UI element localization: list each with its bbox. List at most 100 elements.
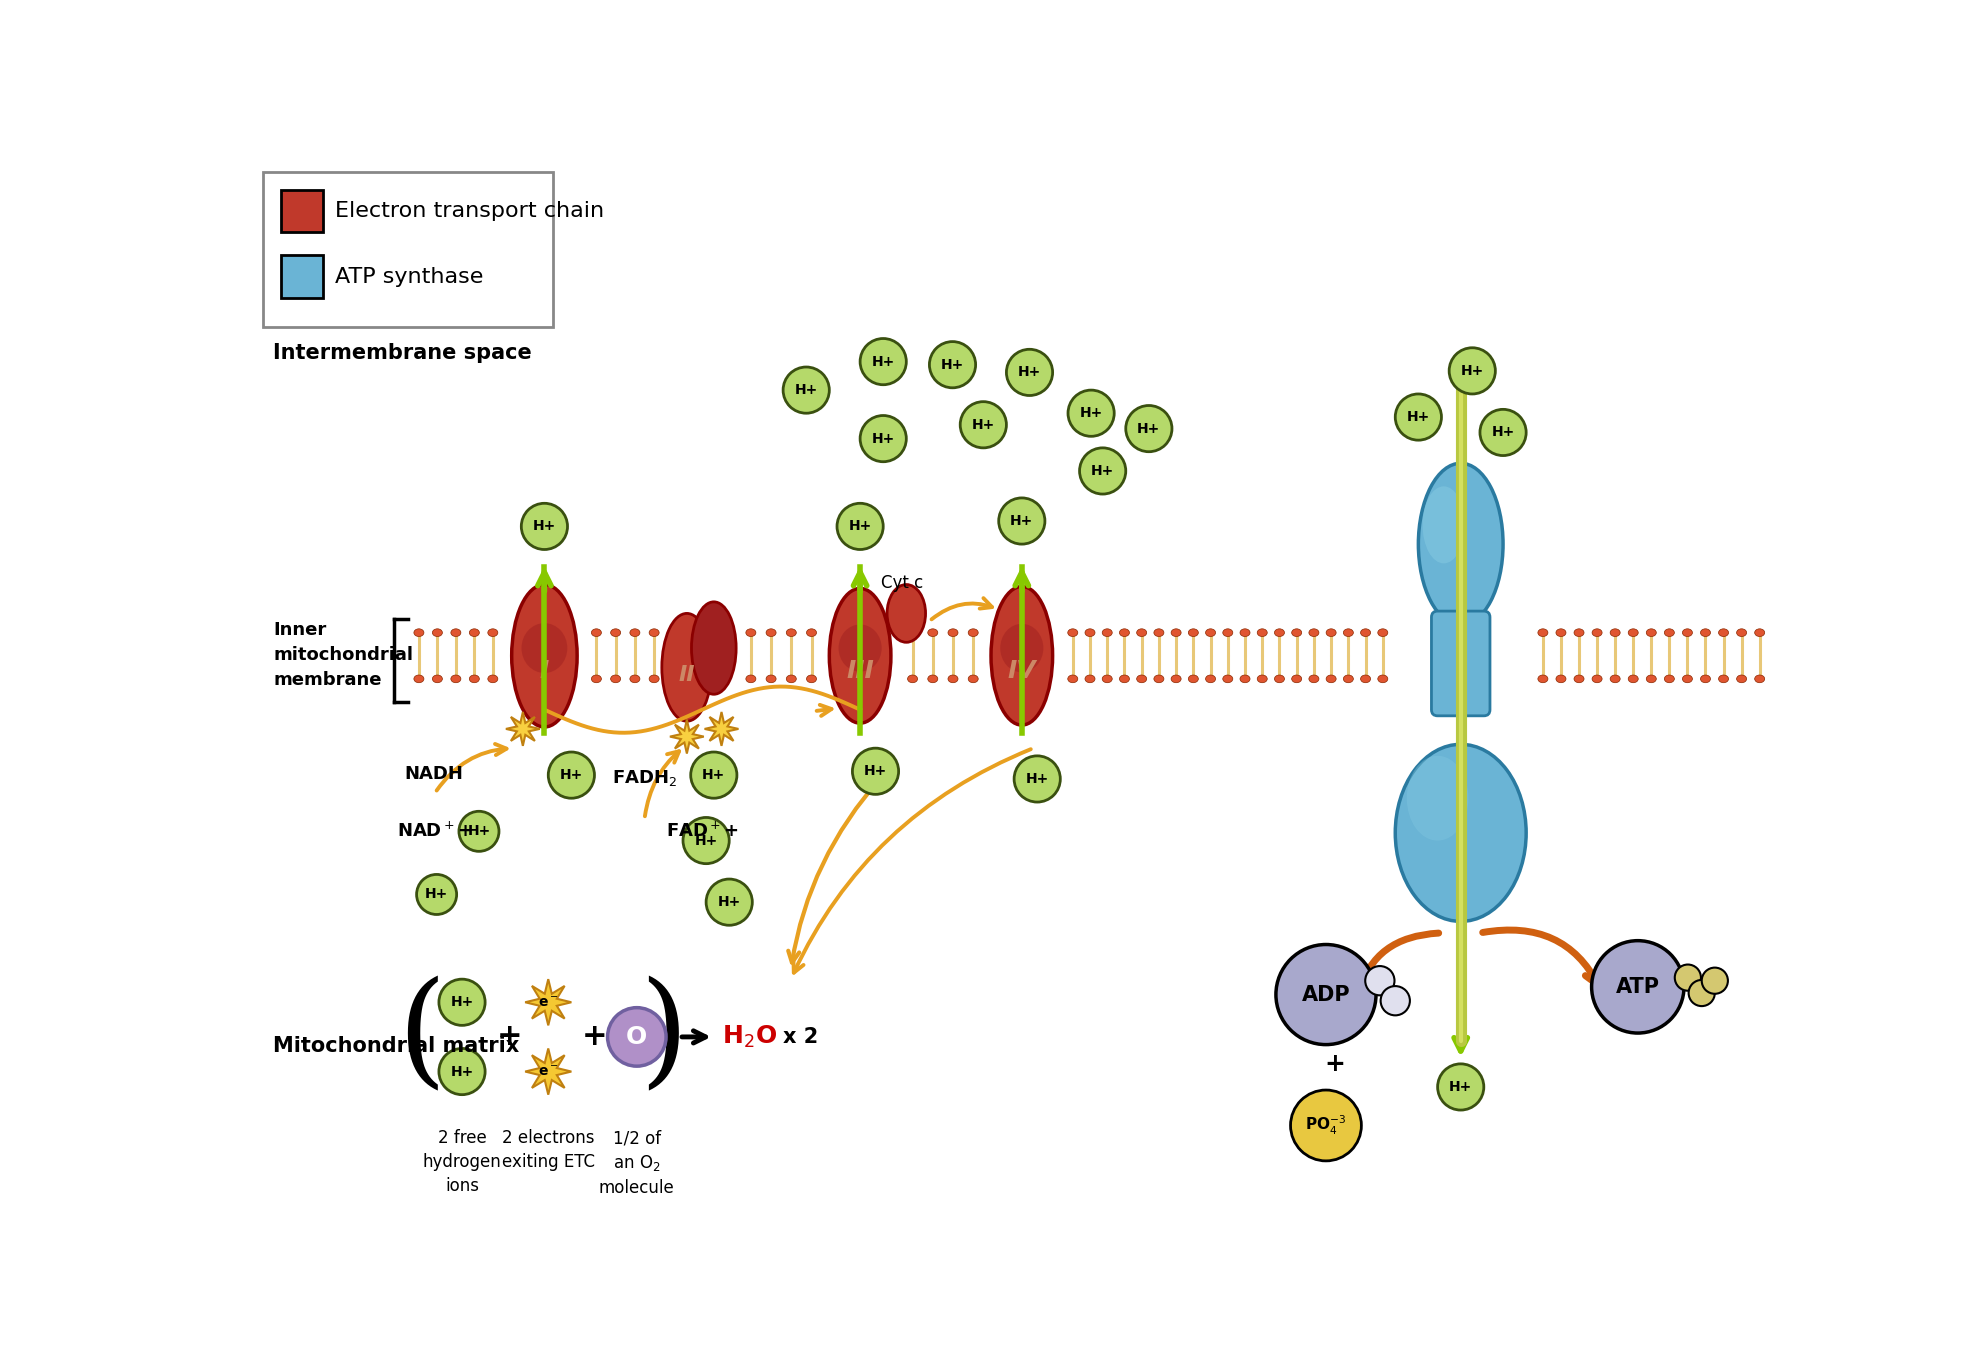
- Ellipse shape: [1422, 486, 1465, 564]
- Ellipse shape: [747, 675, 756, 683]
- Text: H+: H+: [940, 357, 964, 372]
- Text: 1/2 of
an O$_2$
molecule: 1/2 of an O$_2$ molecule: [598, 1130, 675, 1196]
- Text: H+: H+: [1450, 1080, 1471, 1095]
- Text: +: +: [1325, 1052, 1345, 1076]
- Ellipse shape: [1068, 629, 1078, 637]
- Ellipse shape: [1361, 629, 1371, 637]
- Ellipse shape: [1647, 629, 1657, 637]
- Text: (: (: [397, 976, 446, 1097]
- Circle shape: [458, 811, 500, 851]
- Ellipse shape: [806, 629, 816, 637]
- Text: ATP synthase: ATP synthase: [336, 268, 484, 287]
- Ellipse shape: [1343, 629, 1353, 637]
- Circle shape: [438, 1048, 486, 1095]
- FancyBboxPatch shape: [263, 172, 553, 327]
- Ellipse shape: [630, 675, 640, 683]
- Text: H+: H+: [533, 519, 557, 534]
- Text: III: III: [845, 659, 875, 683]
- Ellipse shape: [1084, 675, 1094, 683]
- Text: H+: H+: [972, 418, 995, 432]
- Ellipse shape: [1379, 629, 1388, 637]
- Ellipse shape: [928, 629, 938, 637]
- Ellipse shape: [766, 629, 776, 637]
- Ellipse shape: [908, 629, 918, 637]
- Ellipse shape: [1240, 629, 1250, 637]
- Ellipse shape: [1592, 675, 1602, 683]
- Ellipse shape: [1574, 629, 1584, 637]
- Text: H+: H+: [871, 432, 895, 445]
- Circle shape: [1394, 394, 1442, 440]
- Text: +: +: [498, 1023, 523, 1051]
- Text: e$^-$: e$^-$: [537, 995, 559, 1009]
- Text: H+: H+: [695, 834, 717, 847]
- Ellipse shape: [1120, 675, 1130, 683]
- Circle shape: [999, 498, 1045, 545]
- Ellipse shape: [1379, 675, 1388, 683]
- Ellipse shape: [591, 675, 602, 683]
- Ellipse shape: [488, 675, 498, 683]
- Text: H+: H+: [1138, 421, 1161, 436]
- Ellipse shape: [650, 675, 660, 683]
- Ellipse shape: [1665, 675, 1675, 683]
- Ellipse shape: [1153, 629, 1163, 637]
- Circle shape: [1013, 756, 1061, 803]
- Ellipse shape: [1539, 675, 1548, 683]
- Text: H+: H+: [703, 769, 725, 782]
- Text: H+: H+: [794, 383, 818, 397]
- Ellipse shape: [1754, 629, 1766, 637]
- Text: H$_2$O: H$_2$O: [721, 1024, 776, 1050]
- Text: H+: H+: [1080, 406, 1102, 420]
- Ellipse shape: [1394, 744, 1527, 922]
- Ellipse shape: [830, 588, 891, 722]
- Circle shape: [608, 1008, 666, 1066]
- Ellipse shape: [948, 675, 958, 683]
- Ellipse shape: [1309, 675, 1319, 683]
- Text: H+: H+: [450, 1065, 474, 1078]
- Circle shape: [960, 402, 1007, 448]
- Circle shape: [1689, 980, 1714, 1006]
- Text: H+: H+: [425, 888, 448, 902]
- Circle shape: [1068, 390, 1114, 436]
- Ellipse shape: [630, 629, 640, 637]
- Ellipse shape: [1171, 675, 1181, 683]
- Circle shape: [1381, 986, 1410, 1016]
- Ellipse shape: [1539, 629, 1548, 637]
- Ellipse shape: [1700, 629, 1710, 637]
- Ellipse shape: [928, 675, 938, 683]
- Ellipse shape: [470, 675, 480, 683]
- Ellipse shape: [415, 629, 425, 637]
- Ellipse shape: [433, 675, 442, 683]
- Ellipse shape: [1627, 629, 1637, 637]
- Ellipse shape: [1736, 675, 1746, 683]
- Ellipse shape: [1138, 675, 1147, 683]
- Ellipse shape: [1274, 629, 1284, 637]
- Text: NAD$^+$+: NAD$^+$+: [397, 822, 472, 841]
- Text: 2 free
hydrogen
ions: 2 free hydrogen ions: [423, 1130, 502, 1195]
- Ellipse shape: [1683, 675, 1693, 683]
- Ellipse shape: [1153, 675, 1163, 683]
- Ellipse shape: [968, 675, 978, 683]
- Polygon shape: [670, 720, 703, 754]
- Text: H+: H+: [450, 995, 474, 1009]
- Ellipse shape: [470, 629, 480, 637]
- Circle shape: [1080, 448, 1126, 494]
- Text: H+: H+: [1491, 425, 1515, 440]
- Circle shape: [683, 818, 729, 864]
- Ellipse shape: [1068, 675, 1078, 683]
- Ellipse shape: [1274, 675, 1284, 683]
- Ellipse shape: [521, 623, 567, 674]
- Circle shape: [1365, 966, 1394, 995]
- Ellipse shape: [1102, 675, 1112, 683]
- Ellipse shape: [662, 614, 711, 721]
- Text: H+: H+: [1025, 771, 1049, 786]
- Circle shape: [837, 504, 883, 550]
- Text: Cyt c: Cyt c: [881, 573, 924, 592]
- Ellipse shape: [650, 629, 660, 637]
- Ellipse shape: [1718, 675, 1728, 683]
- Ellipse shape: [415, 675, 425, 683]
- Text: II: II: [679, 665, 695, 684]
- Ellipse shape: [691, 602, 737, 694]
- Circle shape: [549, 752, 594, 799]
- Ellipse shape: [1700, 675, 1710, 683]
- Text: H+: H+: [1406, 410, 1430, 424]
